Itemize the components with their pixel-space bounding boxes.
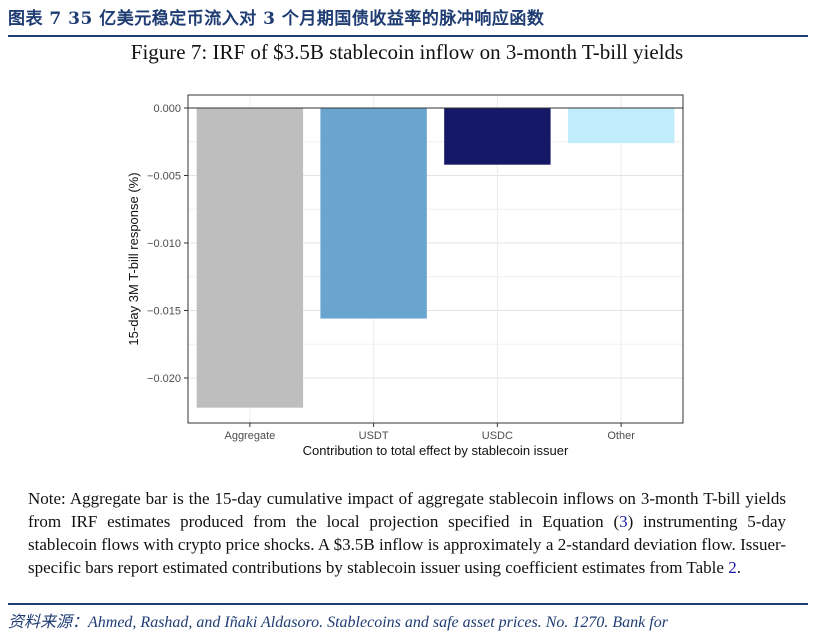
bars bbox=[196, 108, 675, 408]
plot-panel bbox=[187, 94, 684, 424]
x-tick-label: USDT bbox=[359, 430, 389, 442]
x-tick-label: USDC bbox=[482, 430, 513, 442]
y-tick-label: 0.000 bbox=[153, 103, 181, 115]
y-tick-label: −0.020 bbox=[147, 373, 181, 385]
header-divider bbox=[8, 35, 808, 37]
note-text-2: ) instrumenting 5-day stablecoin flows w… bbox=[28, 512, 786, 577]
y-axis-ticks: 0.000 −0.005 −0.010 −0.015 −0.020 bbox=[147, 103, 188, 385]
bar-other bbox=[567, 108, 675, 144]
note-text-3: . bbox=[736, 558, 741, 577]
source-citation: 资料来源：Ahmed, Rashad, and Iñaki Aldasoro. … bbox=[8, 614, 668, 631]
y-tick-label: −0.010 bbox=[147, 238, 181, 250]
x-tick-label: Aggregate bbox=[224, 430, 275, 442]
figure-title: Figure 7: IRF of $3.5B stablecoin inflow… bbox=[130, 40, 684, 64]
note-text-1: Note: Aggregate bar is the 15-day cumula… bbox=[28, 489, 786, 531]
x-tick-label: Other bbox=[607, 430, 635, 442]
bar-usdt bbox=[320, 108, 427, 319]
figure-note: Note: Aggregate bar is the 15-day cumula… bbox=[28, 487, 786, 579]
x-axis-ticks: Aggregate USDT USDC Other bbox=[224, 423, 635, 442]
y-tick-label: −0.005 bbox=[147, 170, 181, 182]
footer-divider bbox=[8, 603, 808, 605]
y-axis-label: 15-day 3M T-bill response (%) bbox=[126, 172, 141, 345]
report-figure-title: 图表 7 35 亿美元稳定币流入对 3 个月期国债收益率的脉冲响应函数 bbox=[8, 9, 545, 29]
bar-chart: 0.000 −0.005 −0.010 −0.015 −0.020 Aggregate U… bbox=[126, 94, 684, 458]
bar-aggregate bbox=[196, 108, 304, 408]
table-ref-link[interactable]: 2 bbox=[728, 558, 737, 577]
equation-ref-link[interactable]: 3 bbox=[619, 512, 628, 531]
y-tick-label: −0.015 bbox=[147, 305, 181, 317]
x-axis-label: Contribution to total effect by stableco… bbox=[303, 443, 569, 458]
bar-usdc bbox=[444, 108, 551, 165]
